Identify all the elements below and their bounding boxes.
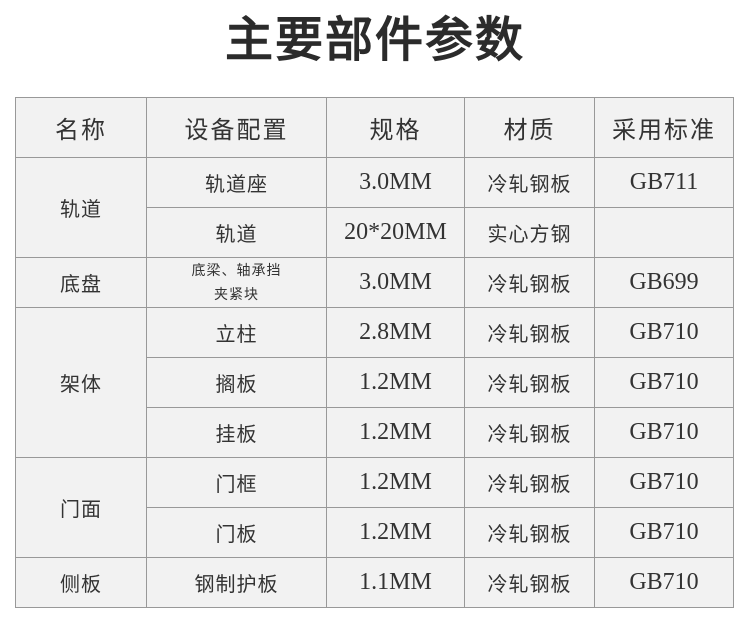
part-name: 架体 — [15, 307, 147, 458]
part-name: 底盘 — [15, 257, 147, 308]
table-row: 挂板 1.2MM 冷轧钢板 GB710 — [16, 407, 734, 458]
table-row: 轨道 轨道座 3.0MM 冷轧钢板 GB711 — [15, 157, 734, 258]
table-row: 门面 门框 1.2MM 冷轧钢板 GB710 — [15, 457, 734, 558]
standard-cell: GB699 — [594, 257, 734, 308]
table-row: 底盘 底梁、轴承挡 夹紧块 3.0MM 冷轧钢板 GB699 — [15, 257, 734, 308]
config-cell: 轨道 — [146, 207, 327, 258]
material-cell: 冷轧钢板 — [464, 507, 595, 558]
part-name: 侧板 — [15, 557, 147, 608]
material-cell: 冷轧钢板 — [464, 257, 595, 308]
header-standard: 采用标准 — [594, 97, 734, 158]
parts-table: 名称 设备配置 规格 材质 采用标准 轨道 轨道座 3.0MM 冷轧钢板 GB711 轨道… — [15, 97, 734, 608]
standard-cell: GB710 — [594, 557, 734, 608]
part-name: 门面 — [15, 457, 147, 558]
material-cell: 冷轧钢板 — [464, 407, 595, 458]
config-cell: 挂板 — [146, 407, 327, 458]
material-cell: 冷轧钢板 — [464, 457, 595, 508]
spec-cell: 1.1MM — [326, 557, 465, 608]
standard-cell: GB710 — [594, 407, 734, 458]
spec-cell: 1.2MM — [326, 507, 465, 558]
config-cell: 门框 — [146, 457, 327, 508]
material-cell: 实心方钢 — [464, 207, 595, 258]
standard-cell: GB710 — [594, 507, 734, 558]
material-cell: 冷轧钢板 — [464, 557, 595, 608]
config-cell: 搁板 — [146, 357, 327, 408]
config-cell: 底梁、轴承挡 夹紧块 — [146, 257, 327, 308]
spec-cell: 1.2MM — [326, 407, 465, 458]
page-title: 主要部件参数 — [224, 12, 525, 68]
header-spec: 规格 — [326, 97, 465, 158]
table-row: 门板 1.2MM 冷轧钢板 GB710 — [16, 507, 734, 558]
spec-cell: 3.0MM — [326, 257, 465, 308]
spec-cell: 20*20MM — [326, 207, 465, 258]
header-material: 材质 — [464, 97, 595, 158]
standard-cell: GB711 — [594, 157, 734, 208]
spec-cell: 3.0MM — [326, 157, 465, 208]
spec-cell: 1.2MM — [326, 457, 465, 508]
config-cell: 门板 — [146, 507, 327, 558]
part-name: 轨道 — [15, 157, 147, 258]
table-row: 搁板 1.2MM 冷轧钢板 GB710 — [16, 357, 734, 408]
material-cell: 冷轧钢板 — [464, 307, 595, 358]
header-name: 名称 — [15, 97, 147, 158]
config-cell: 钢制护板 — [146, 557, 327, 608]
header-config: 设备配置 — [146, 97, 327, 158]
standard-cell — [594, 207, 734, 258]
table-row: 架体 立柱 2.8MM 冷轧钢板 GB710 — [15, 307, 734, 458]
spec-cell: 2.8MM — [326, 307, 465, 358]
config-cell: 立柱 — [146, 307, 327, 358]
table-body: 轨道 轨道座 3.0MM 冷轧钢板 GB711 轨道 20*20MM 实心方钢 底盘 底梁、轴承挡… — [15, 157, 734, 608]
config-cell: 轨道座 — [146, 157, 327, 208]
spec-cell: 1.2MM — [326, 357, 465, 408]
material-cell: 冷轧钢板 — [464, 157, 595, 208]
table-row: 侧板 钢制护板 1.1MM 冷轧钢板 GB710 — [15, 557, 734, 608]
standard-cell: GB710 — [594, 457, 734, 508]
standard-cell: GB710 — [594, 307, 734, 358]
material-cell: 冷轧钢板 — [464, 357, 595, 408]
table-header-row: 名称 设备配置 规格 材质 采用标准 — [15, 97, 734, 158]
standard-cell: GB710 — [594, 357, 734, 408]
